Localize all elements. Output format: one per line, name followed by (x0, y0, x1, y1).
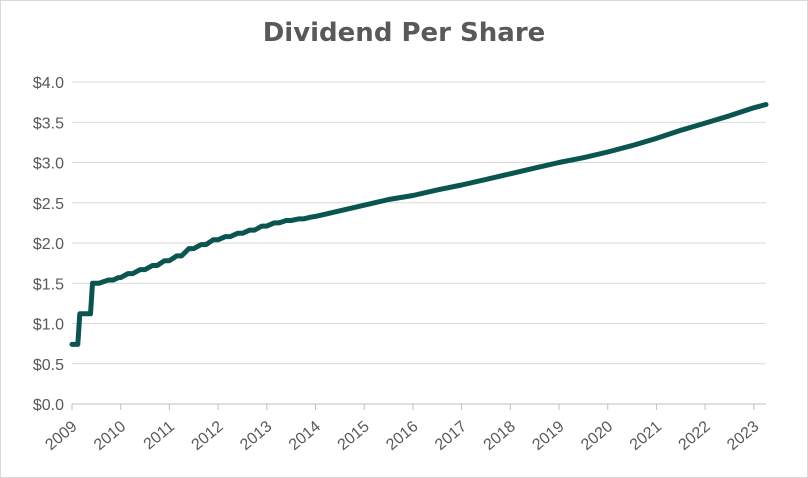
x-tick-label: 2018 (481, 418, 519, 454)
y-tick-label: $3.5 (33, 115, 64, 132)
x-tick-label: 2016 (383, 418, 421, 454)
x-tick-label: 2011 (141, 418, 178, 453)
y-axis-ticks: $0.0 $0.5 $1.0 $1.5 $2.0 $2.5 $3.0 $3.5 $4.0 (33, 75, 64, 414)
x-tick-label: 2020 (578, 418, 616, 454)
chart-title: Dividend Per Share (262, 18, 546, 48)
series-line-0 (69, 102, 769, 347)
x-tick-label: 2023 (724, 418, 762, 454)
y-tick-label: $2.0 (33, 236, 64, 253)
x-tick-label: 2010 (91, 418, 129, 454)
y-tick-label: $0.5 (33, 357, 64, 374)
x-tick-label: 2009 (42, 418, 80, 454)
y-tick-label: $3.0 (33, 156, 64, 173)
y-tick-label: $2.5 (33, 196, 64, 213)
y-tick-label: $0.0 (33, 397, 64, 414)
gridlines (72, 81, 766, 405)
y-tick-label: $4.0 (33, 75, 64, 92)
x-tick-label: 2014 (286, 418, 324, 454)
x-tick-label: 2012 (188, 418, 226, 454)
x-tick-label: 2015 (335, 418, 373, 454)
x-tick-label: 2021 (627, 418, 665, 454)
x-axis: 2009 2010 2011 2012 2013 2014 2015 2016 2017 2018… (42, 404, 762, 454)
y-tick-label: $1.5 (33, 276, 64, 293)
x-tick-label: 2022 (676, 418, 714, 454)
x-tick-label: 2019 (529, 418, 567, 454)
series-group (69, 102, 769, 347)
x-tick-label: 2017 (432, 418, 470, 454)
x-tick-label: 2013 (237, 418, 275, 454)
y-tick-label: $1.0 (33, 317, 64, 334)
